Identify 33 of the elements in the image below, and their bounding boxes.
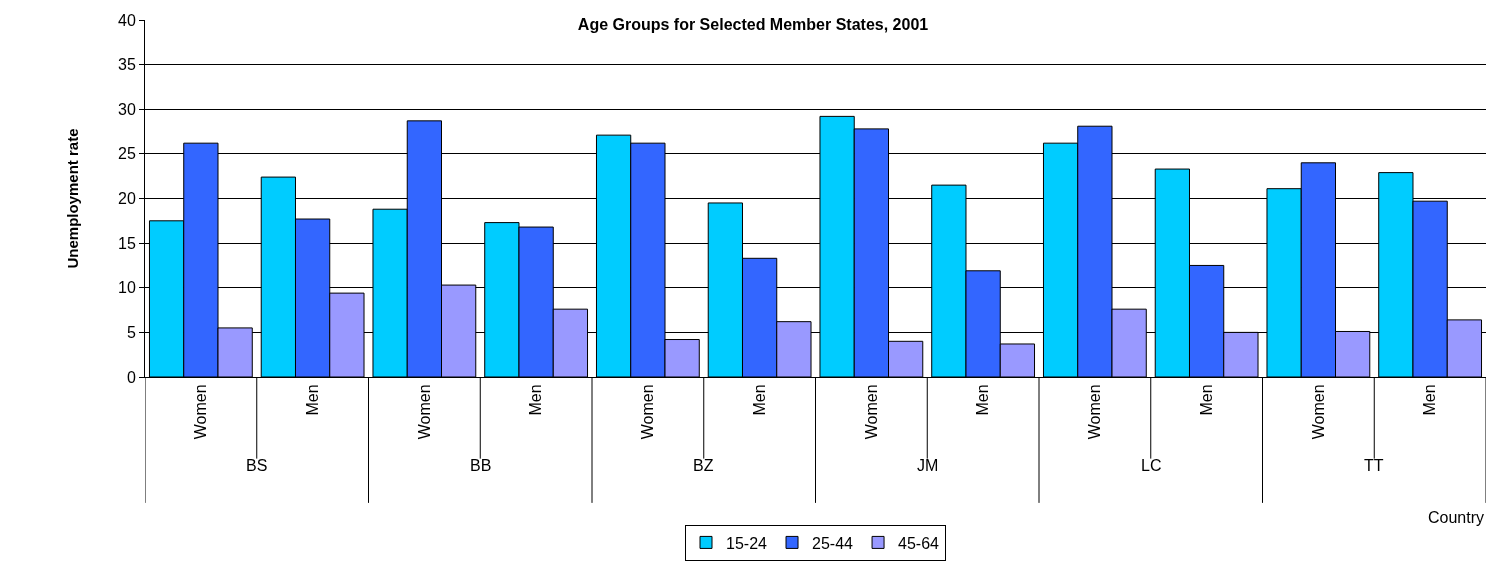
text: JM <box>917 457 939 474</box>
y-tick-label: 0 <box>126 368 136 386</box>
x-tick-label: Men <box>1197 384 1215 416</box>
y-axis-title: Unemployment rate <box>64 128 82 269</box>
y-tick-label: 15 <box>118 234 136 252</box>
legend-label: 25-44 <box>812 534 854 552</box>
x-tick-label: Women <box>415 384 433 440</box>
x-tick-label: Women <box>1086 384 1104 440</box>
legend-label: 45-64 <box>898 534 940 552</box>
x-tick-label: Women <box>862 384 880 440</box>
text: LC <box>1141 457 1162 474</box>
y-tick-label: 5 <box>126 323 136 341</box>
x-tick-label: Women <box>192 384 210 440</box>
y-tick-label: 35 <box>118 56 136 74</box>
text: TT <box>1364 457 1384 474</box>
text: BB <box>470 457 492 474</box>
x-tick-label: Men <box>974 384 992 416</box>
chart-title: Age Groups for Selected Member States, 2001 <box>577 16 929 34</box>
text: BZ <box>693 457 714 474</box>
legend-label: 15-24 <box>726 534 768 552</box>
x-tick-label: Men <box>527 384 545 416</box>
x-tick-label: Women <box>639 384 657 440</box>
y-tick-label: 30 <box>118 100 136 118</box>
y-tick-label: 25 <box>118 145 136 163</box>
x-axis-title: Country <box>1428 509 1485 526</box>
y-tick-label: 20 <box>118 190 136 208</box>
x-tick-label: Men <box>1421 384 1439 416</box>
x-tick-label: Men <box>750 384 768 416</box>
x-tick-label: Women <box>1309 384 1327 440</box>
y-tick-label: 10 <box>118 279 136 297</box>
y-tick-label: 40 <box>118 11 136 29</box>
text: BS <box>246 457 268 474</box>
x-tick-label: Men <box>303 384 321 416</box>
